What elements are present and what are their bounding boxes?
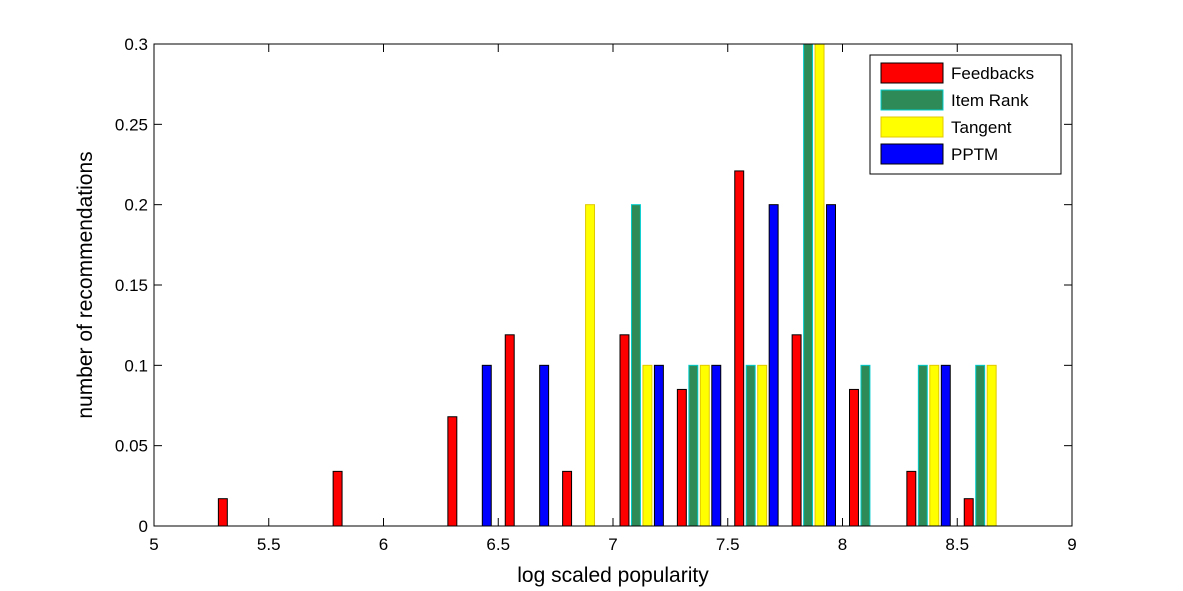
legend-label: PPTM [951,145,998,164]
legend: Feedbacks Item Rank Tangent PPTM [869,54,1062,175]
bar-feedbacks-11 [791,334,802,527]
legend-label: Item Rank [951,91,1029,110]
bar-feedbacks-5 [447,416,458,527]
bar-pptm-8 [653,364,664,527]
y-tick-label: 0.05 [115,437,148,456]
x-tick-label: 6 [379,535,388,554]
legend-swatch-item-rank [880,89,944,111]
x-tick-label: 7 [608,535,617,554]
bar-pptm-10 [768,204,779,527]
bar-pptm-6 [539,364,550,527]
bar-tangent-13 [929,364,940,527]
y-tick-label: 0.1 [124,356,148,375]
bars-layer [217,43,997,527]
bar-feedbacks-9 [676,388,687,527]
bar-item-rank-14 [975,364,986,527]
bar-item-rank-10 [745,364,756,527]
bar-pptm-13 [940,364,951,527]
bar-feedbacks-10 [734,170,745,527]
y-axis-label: number of recommendations [74,151,97,418]
y-tick-label: 0.2 [124,196,148,215]
x-tick-label: 8 [838,535,847,554]
y-tick-label: 0.25 [115,115,148,134]
bar-feedbacks-3 [332,470,343,527]
bar-tangent-9 [699,364,710,527]
bar-item-rank-9 [688,364,699,527]
x-tick-label: 9 [1067,535,1076,554]
bar-pptm-5 [481,364,492,527]
x-axis-label: log scaled popularity [517,564,709,587]
y-tick-label: 0 [139,517,148,536]
bar-item-rank-8 [630,204,641,527]
bar-feedbacks-1 [217,498,228,527]
x-tick-label: 8.5 [945,535,969,554]
x-tick-label: 5 [149,535,158,554]
bar-tangent-11 [814,43,825,527]
x-tick-label: 6.5 [486,535,510,554]
bar-tangent-8 [642,364,653,527]
legend-swatch-pptm [880,143,944,165]
bar-item-rank-13 [917,364,928,527]
x-axis-ticks: 5 5.5 6 6.5 7 7.5 8 8.5 9 [149,44,1077,554]
bar-feedbacks-8 [619,334,630,527]
bar-item-rank-11 [803,43,814,527]
y-tick-label: 0.15 [115,276,148,295]
bar-item-rank-12 [860,364,871,527]
y-axis-ticks: 0 0.05 0.1 0.15 0.2 0.25 0.3 [115,35,1072,536]
legend-label: Feedbacks [951,64,1034,83]
bar-pptm-9 [711,364,722,527]
bar-tangent-14 [986,364,997,527]
x-tick-label: 7.5 [716,535,740,554]
legend-swatch-feedbacks [880,62,944,84]
bar-feedbacks-12 [849,388,859,527]
legend-swatch-tangent [880,116,944,138]
bar-tangent-10 [757,364,768,527]
y-tick-label: 0.3 [124,35,148,54]
x-tick-label: 5.5 [257,535,281,554]
bar-tangent-7 [585,204,596,527]
bar-feedbacks-13 [906,470,917,527]
bar-feedbacks-14 [963,498,974,527]
bar-feedbacks-7 [562,470,573,527]
bar-feedbacks-6 [504,334,515,527]
bar-pptm-11 [826,204,836,527]
legend-label: Tangent [951,118,1012,137]
